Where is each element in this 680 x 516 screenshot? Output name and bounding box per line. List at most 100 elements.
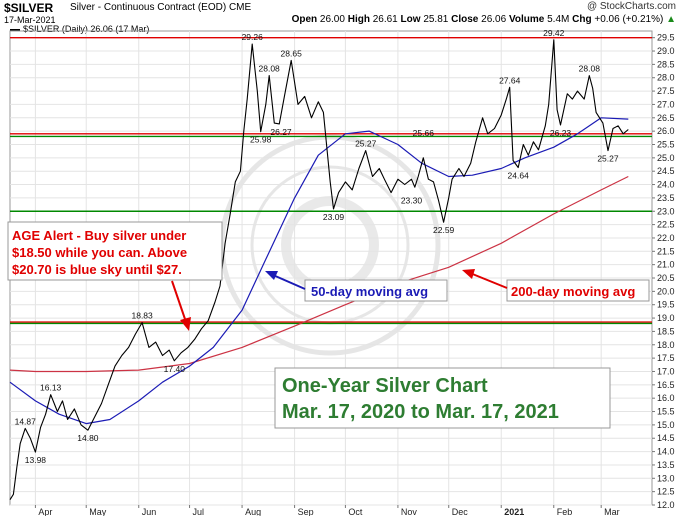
x-axis: Apr May Jun Jul Aug Sep Oct Nov Dec 2021 Feb Mar [34,505,620,516]
x-tick-label: Jun [142,507,157,516]
alert-line-2: $18.50 while you can. Above [12,245,187,260]
chart-title-line-1: One-Year Silver Chart [282,375,488,397]
open-value: 26.00 [319,14,345,25]
y-tick-label: 21.0 [657,260,675,270]
data-label: 16.13 [40,383,62,393]
title-box [274,367,611,429]
data-label: 28.65 [281,48,303,58]
x-tick-label: Oct [348,507,363,516]
y-tick-label: 13.0 [657,473,675,483]
ma50-line [9,117,629,425]
chg-up-arrow-icon: ▲ [666,14,676,25]
x-tick-label: Sep [298,507,314,516]
data-label: 26.27 [270,127,292,137]
ma50-arrow-shaft [272,274,306,290]
y-tick-label: 19.5 [657,300,675,310]
low-value: 25.81 [423,14,449,25]
y-tick-label: 12.5 [657,487,675,497]
data-label: 25.66 [413,128,435,138]
ma50-annotation: 50-day moving avg [265,271,448,302]
data-label: 29.26 [242,32,264,42]
data-label: 28.08 [579,64,601,74]
high-label: High [347,14,370,25]
high-value: 26.61 [372,14,398,25]
data-labels: 14.87 13.98 16.13 14.80 18.83 17.40 29.26 28.08… [15,28,619,465]
chart-header: $SILVER Silver - Continuous Contract (EO… [0,0,680,30]
y-tick-label: 14.0 [657,447,675,457]
y-tick-label: 15.0 [657,420,675,430]
y-tick-label: 22.5 [657,220,675,230]
y-axis: 12.0 12.5 13.0 13.5 14.0 14.5 15.0 15.5 16.0 16.5… [652,33,675,510]
y-tick-label: 20.0 [657,286,675,296]
alert-annotation: AGE Alert - Buy silver under $18.50 whil… [7,221,223,331]
data-label: 25.27 [597,154,619,164]
y-tick-label: 20.5 [657,273,675,283]
data-label: 14.80 [77,433,99,443]
chg-label: Chg [572,14,592,25]
data-label: 18.83 [131,311,153,321]
y-tick-label: 13.5 [657,460,675,470]
y-tick-label: 15.5 [657,407,675,417]
x-tick-label: Mar [604,507,620,516]
alert-arrow-shaft [171,280,187,323]
y-tick-label: 12.0 [657,500,675,510]
data-label: 13.98 [25,455,47,465]
price-line [9,39,629,500]
y-tick-label: 22.0 [657,233,675,243]
data-label: 28.08 [259,64,281,74]
data-label: 25.98 [250,135,272,145]
y-tick-label: 27.5 [657,86,675,96]
chart-title-annotation: One-Year Silver Chart Mar. 17, 2020 to M… [274,367,611,429]
data-label: 23.09 [323,212,345,222]
data-label: 22.59 [433,225,455,235]
x-tick-label: May [89,507,107,516]
y-tick-label: 27.0 [657,99,675,109]
age-logo-watermark [219,134,441,356]
x-tick-label: Feb [557,507,573,516]
y-tick-label: 14.5 [657,433,675,443]
alert-line-3: $20.70 is blue sky until $27. [12,262,182,277]
data-label: 17.40 [164,364,186,374]
data-label: 14.87 [15,416,37,426]
y-tick-label: 23.0 [657,206,675,216]
y-tick-label: 18.5 [657,326,675,336]
y-tick-label: 16.0 [657,393,675,403]
ma200-arrow-head [462,269,475,279]
volume-value: 5.4M [547,14,570,25]
low-label: Low [400,14,421,25]
series-lines [9,39,629,500]
chart-title-line-2: Mar. 17, 2020 to Mar. 17, 2021 [282,401,559,423]
y-tick-label: 26.0 [657,126,675,136]
alert-arrow-head [180,317,191,331]
brand-watermark: @ StockCharts.com [586,1,676,12]
data-label: 26.23 [550,128,572,138]
x-tick-label: 2021 [504,507,524,516]
legend-swatch-icon [10,28,20,31]
x-tick-label: Apr [38,507,52,516]
x-tick-label: Aug [245,507,261,516]
volume-label: Volume [508,14,545,25]
y-tick-label: 25.0 [657,153,675,163]
y-tick-label: 19.0 [657,313,675,323]
description-text: Silver - Continuous Contract (EOD) [70,2,227,13]
chart-date: 17-Mar-2021 [4,15,56,25]
y-tick-label: 24.0 [657,180,675,190]
ma50-label-box [304,279,448,302]
ma200-label-box [506,279,650,302]
alert-line-1: AGE Alert - Buy silver under [12,228,186,243]
chg-value: +0.06 (+0.21%) [594,14,664,25]
y-tick-label: 25.5 [657,139,675,149]
close-label: Close [451,14,479,25]
y-tick-label: 23.5 [657,193,675,203]
data-label: 24.64 [508,170,530,180]
open-label: Open [291,14,318,25]
y-tick-label: 18.0 [657,340,675,350]
y-tick-label: 24.5 [657,166,675,176]
instrument-description: Silver - Continuous Contract (EOD) CME [70,2,251,13]
support-resistance-lines [10,36,652,325]
y-tick-label: 17.0 [657,366,675,376]
x-tick-label: Jul [193,507,205,516]
y-tick-label: 28.5 [657,59,675,69]
x-tick-label: Nov [401,507,418,516]
